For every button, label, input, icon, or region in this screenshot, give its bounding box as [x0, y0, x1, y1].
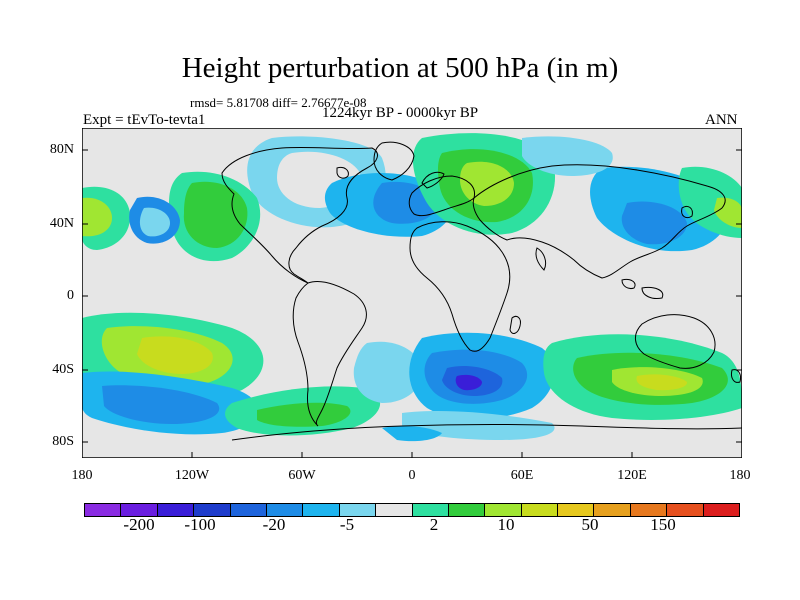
colorbar-label: -100: [184, 515, 216, 534]
colorbar-label: 50: [581, 515, 599, 534]
lat-label-40n: 40N: [49, 216, 74, 231]
colorbar-swatch: [84, 503, 122, 517]
colorbar-swatch: [702, 503, 741, 517]
colorbar-label: 2: [429, 515, 439, 534]
colorbar-swatch: [520, 503, 559, 517]
lon-label-60e: 60E: [510, 468, 534, 483]
lat-label-80n: 80N: [49, 142, 74, 157]
lat-label-40s: 40S: [52, 362, 74, 377]
lon-label-120e: 120E: [617, 468, 647, 483]
colorbar-swatch: [302, 503, 340, 517]
contour-fields: [82, 133, 742, 442]
colorbar-label: 10: [497, 515, 515, 534]
colorbar-label: -20: [262, 515, 286, 534]
colorbar: [84, 503, 741, 517]
season-label: ANN: [705, 112, 738, 128]
colorbar-swatch: [447, 503, 486, 517]
plot-title: Height perturbation at 500 hPa (in m): [181, 52, 619, 84]
period-label: 1224kyr BP - 0000kyr BP: [322, 105, 479, 121]
lon-label-180-right: 180: [729, 468, 751, 483]
lat-label-80s: 80S: [52, 434, 74, 449]
coastlines: [221, 141, 742, 441]
colorbar-swatch: [229, 503, 267, 517]
experiment-label: Expt = tEvTo-tevta1: [83, 112, 206, 128]
axis-ticks: [82, 149, 742, 458]
colorbar-swatch: [375, 503, 413, 517]
colorbar-label: -200: [123, 515, 155, 534]
lon-label-0: 0: [408, 468, 416, 483]
stats-line: rmsd= 5.81708 diff= 2.76677e-08: [190, 95, 367, 110]
lon-label-180-left: 180: [71, 468, 93, 483]
lon-label-60w: 60W: [288, 468, 316, 483]
height-perturbation-map: [82, 128, 742, 458]
colorbar-label: 150: [650, 515, 676, 534]
colorbar-swatch: [593, 503, 631, 517]
lat-label-0: 0: [67, 288, 74, 303]
colorbar-label: -5: [339, 515, 355, 534]
lon-label-120w: 120W: [174, 468, 210, 483]
